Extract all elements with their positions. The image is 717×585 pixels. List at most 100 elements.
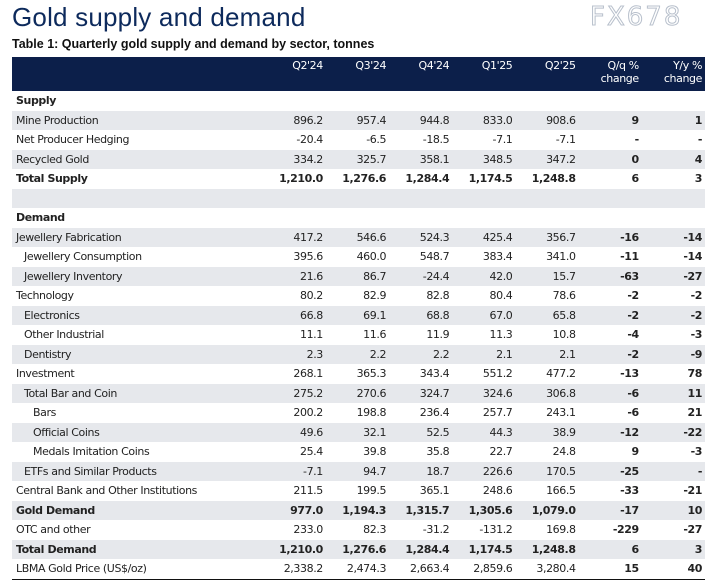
value-cell — [515, 208, 578, 228]
value-cell: 226.6 — [452, 461, 516, 481]
row-label: Bars — [33, 406, 56, 420]
value-cell — [515, 188, 579, 208]
value-cell — [263, 91, 326, 111]
value-cell: 49.6 — [262, 422, 326, 442]
value-cell: 548.7 — [419, 250, 450, 264]
value-cell: -7.1 — [262, 461, 326, 481]
row-label: Technology — [16, 289, 74, 303]
value-cell: 24.8 — [552, 445, 576, 459]
table-row: Total Bar and Coin 275.2 270.6 324.7 324.6 30… — [12, 383, 705, 403]
table-row: Jewellery Inventory 21.6 86.7 -24.4 42.0 15.7… — [12, 266, 705, 286]
value-cell: -7.1 — [492, 133, 513, 147]
value-cell: 11.6 — [363, 328, 387, 342]
value-cell: 957.4 — [325, 110, 390, 130]
row-label: Recycled Gold — [12, 149, 263, 169]
section-header-row: Demand — [12, 208, 705, 228]
change-cell: - — [641, 461, 705, 481]
value-cell — [452, 188, 516, 208]
change-cell: -21 — [683, 484, 702, 498]
value-cell: 1,174.5 — [452, 539, 516, 559]
value-cell: 1,210.0 — [262, 539, 326, 559]
value-cell: 2.1 — [515, 344, 579, 364]
change-cell: -4 — [627, 328, 639, 342]
row-label: Gold Demand — [12, 500, 263, 520]
row-label: Mine Production — [12, 110, 263, 130]
table-row: Dentistry 2.3 2.2 2.2 2.1 2.1 -2 -9 — [12, 344, 705, 364]
value-cell: 11.3 — [489, 328, 513, 342]
value-cell: 383.4 — [482, 250, 513, 264]
value-cell — [452, 91, 515, 111]
value-cell: 169.8 — [546, 523, 576, 537]
table-row: Technology 80.2 82.9 82.8 80.4 78.6 -2 -2 — [12, 286, 705, 306]
value-cell — [326, 208, 389, 228]
table-row: Bars 200.2 198.8 236.4 257.7 243.1 -6 21 — [12, 403, 705, 423]
value-cell: 65.8 — [515, 305, 579, 325]
watermark-logo: FX678 — [589, 2, 683, 33]
change-cell: 3 — [641, 539, 705, 559]
table-row: Jewellery Fabrication 417.2 546.6 524.3 425.… — [12, 227, 705, 247]
value-cell — [389, 188, 453, 208]
value-cell: 341.0 — [546, 250, 576, 264]
change-cell: -16 — [578, 227, 642, 247]
value-cell: 1,248.8 — [515, 539, 579, 559]
value-cell: 68.8 — [389, 305, 453, 325]
change-cell — [641, 188, 705, 208]
value-cell — [515, 91, 578, 111]
row-label: Electronics — [12, 305, 263, 325]
row-label: Total Bar and Coin — [12, 383, 263, 403]
change-cell: -14 — [683, 250, 702, 264]
value-cell: 2.2 — [389, 344, 453, 364]
row-label: Demand — [16, 211, 65, 225]
value-cell: 944.8 — [389, 110, 453, 130]
value-cell: 551.2 — [482, 367, 513, 381]
value-cell: 270.6 — [325, 383, 390, 403]
supply-demand-table: Q2'24 Q3'24 Q4'24 Q1'25 Q2'25 Q/q % change Y/y… — [12, 57, 705, 580]
value-cell: 1,194.3 — [325, 500, 390, 520]
table-row: ETFs and Similar Products -7.1 94.7 18.7 226… — [12, 461, 705, 481]
value-cell: 477.2 — [546, 367, 576, 381]
value-cell: 348.5 — [452, 149, 516, 169]
row-label: Other Industrial — [24, 328, 104, 342]
value-cell: 82.8 — [426, 289, 450, 303]
value-cell: 39.8 — [363, 445, 387, 459]
value-cell: 1,276.6 — [342, 172, 387, 186]
table-row: Official Coins 49.6 32.1 52.5 44.3 38.9 -12 -22 — [12, 422, 705, 442]
value-cell: 69.1 — [325, 305, 390, 325]
value-cell: 82.3 — [363, 523, 387, 537]
value-cell: 324.6 — [452, 383, 516, 403]
row-label: Jewellery Inventory — [12, 266, 263, 286]
column-header: Q2'25 — [515, 57, 579, 91]
table-row: Recycled Gold 334.2 325.7 358.1 348.5 347.2 0 4 — [12, 149, 705, 169]
value-cell: 896.2 — [262, 110, 326, 130]
value-cell: 78.6 — [552, 289, 576, 303]
value-cell: 82.9 — [363, 289, 387, 303]
value-cell: 908.6 — [515, 110, 579, 130]
value-cell: 35.8 — [426, 445, 450, 459]
value-cell: -6.5 — [366, 133, 387, 147]
value-cell: 306.8 — [515, 383, 579, 403]
page-title: Gold supply and demand — [12, 2, 306, 32]
value-cell: 324.7 — [389, 383, 453, 403]
change-cell: 1 — [641, 110, 705, 130]
change-cell: 15 — [578, 559, 642, 580]
value-cell: 236.4 — [419, 406, 450, 420]
value-cell: 358.1 — [389, 149, 453, 169]
change-cell: -33 — [620, 484, 639, 498]
change-cell: 9 — [578, 110, 642, 130]
value-cell — [325, 188, 390, 208]
value-cell: 365.1 — [419, 484, 450, 498]
value-cell: 546.6 — [325, 227, 390, 247]
value-cell: 2.1 — [452, 344, 516, 364]
value-cell: 44.3 — [452, 422, 516, 442]
value-cell — [389, 91, 452, 111]
value-cell: 94.7 — [325, 461, 390, 481]
value-cell: -20.4 — [296, 133, 323, 147]
change-cell: -17 — [578, 500, 642, 520]
change-cell: -2 — [578, 305, 642, 325]
value-cell: 3,280.4 — [515, 559, 579, 580]
value-cell: 66.8 — [262, 305, 326, 325]
value-cell: 170.5 — [515, 461, 579, 481]
value-cell: -24.4 — [389, 266, 453, 286]
value-cell: 2,859.6 — [452, 559, 516, 580]
value-cell: 199.5 — [356, 484, 387, 498]
